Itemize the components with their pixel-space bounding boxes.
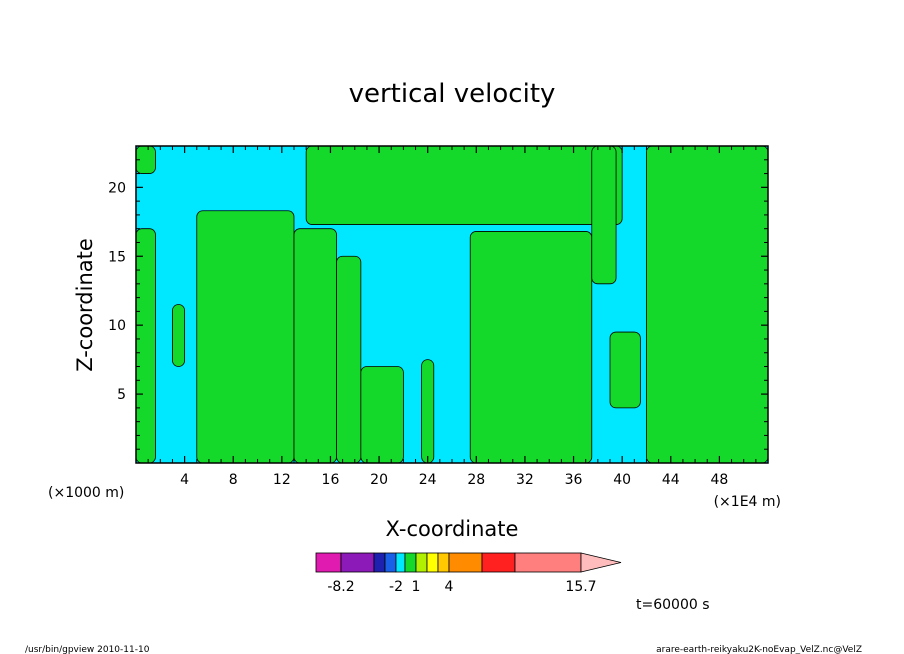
x-tick-label: 32	[516, 472, 534, 488]
positive-region-9	[305, 145, 623, 225]
colorbar-segment	[384, 552, 397, 573]
colorbar-segment	[373, 552, 386, 573]
positive-region-8	[421, 359, 435, 464]
plot-area	[135, 145, 769, 464]
x-axis-label: X-coordinate	[386, 517, 519, 541]
y-tick-label: 5	[117, 387, 126, 403]
colorbar-segment	[404, 552, 417, 573]
x-tick-label: 8	[229, 472, 238, 488]
colorbar-segment	[437, 552, 450, 573]
colorbar-segment	[426, 552, 439, 573]
colorbar-segment	[514, 552, 582, 573]
x-tick-label: 48	[710, 472, 728, 488]
x-unit-left: (×1000 m)	[48, 485, 124, 501]
x-tick-label: 4	[180, 472, 189, 488]
time-label: t=60000 s	[636, 597, 710, 613]
colorbar-segment	[395, 552, 406, 573]
positive-region-5	[293, 228, 337, 464]
colorbar-segment	[448, 552, 483, 573]
positive-region-6	[336, 255, 362, 464]
colorbar-segment	[315, 552, 342, 573]
x-tick-label: 20	[370, 472, 388, 488]
colorbar-segment	[415, 552, 428, 573]
positive-region-3	[172, 304, 186, 367]
y-tick-label: 10	[108, 318, 126, 334]
x-tick-label: 12	[273, 472, 291, 488]
x-unit-right: (×1E4 m)	[714, 494, 781, 510]
colorbar: -8.2 -2 1 4 15.7	[315, 552, 622, 595]
footer-left: /usr/bin/gpview 2010-11-10	[25, 645, 150, 654]
positive-region-11	[591, 145, 617, 285]
x-tick-label: 24	[419, 472, 437, 488]
footer-right: arare-earth-reikyaku2K-noEvap_VelZ.nc@Ve…	[656, 645, 862, 654]
y-tick-label: 20	[108, 180, 126, 196]
positive-region-13	[646, 145, 769, 464]
colorbar-label: 15.7	[565, 579, 596, 595]
x-tick-label: 28	[467, 472, 485, 488]
positive-region-2	[135, 228, 156, 464]
y-tick-label: 15	[108, 249, 126, 265]
x-tick-label: 36	[565, 472, 583, 488]
y-axis-label: Z-coordinate	[73, 238, 97, 372]
x-tick-label: 40	[613, 472, 631, 488]
colorbar-segment	[340, 552, 375, 573]
colorbar-label: -8.2	[327, 579, 354, 595]
colorbar-extension-arrow	[580, 552, 622, 573]
colorbar-label: 1	[412, 579, 421, 595]
positive-region-7	[360, 366, 404, 464]
colorbar-segment	[481, 552, 516, 573]
chart-title: vertical velocity	[349, 79, 556, 109]
x-tick-label: 44	[662, 472, 680, 488]
colorbar-label: 4	[445, 579, 454, 595]
colorbar-label: -2	[389, 579, 403, 595]
positive-region-12	[609, 331, 641, 409]
x-tick-label: 16	[322, 472, 340, 488]
positive-region-10	[469, 231, 593, 464]
positive-region-4	[196, 210, 295, 464]
